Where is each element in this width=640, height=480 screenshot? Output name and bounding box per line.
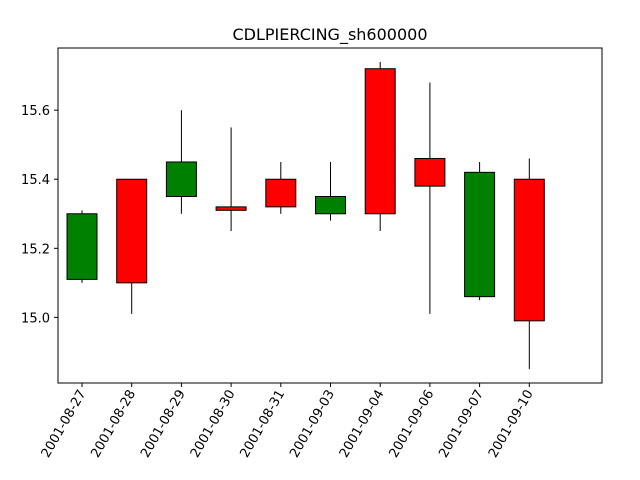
candle-2001-08-28 <box>116 178 148 314</box>
candle-body <box>165 161 197 198</box>
candle-2001-09-07 <box>464 161 496 301</box>
x-tick-label: 2001-09-03 <box>287 388 338 461</box>
candle-2001-08-29 <box>165 110 197 214</box>
candle-body <box>414 158 446 187</box>
plot-frame <box>57 47 603 384</box>
candle-2001-09-10 <box>513 158 545 370</box>
x-tick-label: 2001-08-27 <box>39 388 90 461</box>
y-tick-label: 15.0 <box>21 311 50 326</box>
x-tick-label: 2001-08-28 <box>88 388 139 461</box>
candle-2001-08-30 <box>215 127 247 232</box>
x-tick-label: 2001-08-29 <box>138 388 189 461</box>
candle-body <box>364 68 396 215</box>
candle-2001-09-06 <box>414 82 446 314</box>
y-axis: 15.0 15.2 15.4 15.6 <box>21 104 58 326</box>
y-tick-label: 15.6 <box>21 104 50 119</box>
candle-body <box>66 213 98 280</box>
candle-2001-09-03 <box>315 161 346 221</box>
y-tick-label: 15.2 <box>21 242 50 257</box>
x-axis: 2001-08-272001-08-282001-08-292001-08-30… <box>39 383 537 460</box>
chart-title: CDLPIERCING_sh600000 <box>232 25 427 45</box>
candle-2001-08-31 <box>265 161 297 214</box>
plot-area <box>66 61 545 370</box>
candle-body <box>265 178 297 208</box>
candle-body <box>464 171 496 298</box>
x-tick-label: 2001-09-10 <box>486 388 537 461</box>
candle-body <box>215 206 247 211</box>
candle-2001-08-27 <box>66 210 98 283</box>
x-tick-label: 2001-08-30 <box>188 388 239 461</box>
x-tick-label: 2001-09-06 <box>387 388 438 461</box>
x-tick-label: 2001-08-31 <box>237 388 288 461</box>
candle-body <box>513 178 545 322</box>
y-tick-label: 15.4 <box>21 173 50 188</box>
x-tick-label: 2001-09-04 <box>337 388 388 461</box>
candle-body <box>116 178 148 284</box>
candle-2001-09-04 <box>364 61 396 232</box>
x-tick-label: 2001-09-07 <box>436 387 487 460</box>
candle-body <box>315 196 346 215</box>
